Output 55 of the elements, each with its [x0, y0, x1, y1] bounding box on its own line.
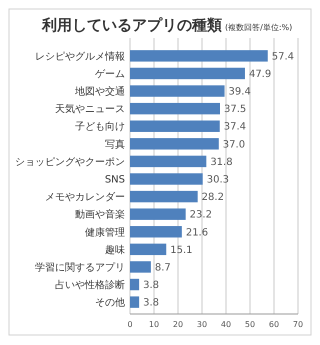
data-label: 3.8: [143, 298, 160, 309]
y-tick-label: その他: [95, 296, 125, 309]
y-tick-label: メモやカレンダー: [45, 191, 125, 204]
y-tick-label: ショッピングやクーポン: [15, 156, 125, 168]
y-tick-label: 写真: [105, 138, 125, 150]
bar: [130, 208, 186, 220]
x-tick-label: 10: [148, 320, 160, 329]
y-tick-label: 占いや性格診断: [55, 279, 125, 292]
bar: [130, 190, 198, 202]
data-label: 8.7: [154, 262, 171, 274]
data-label: 30.3: [206, 174, 229, 186]
data-label: 37.4: [224, 122, 246, 133]
data-label: 37.0: [222, 139, 246, 150]
data-label: 21.6: [186, 227, 208, 238]
bar: [130, 50, 268, 62]
bar: [130, 156, 206, 168]
bar: [130, 173, 203, 185]
x-tick-label: 40: [220, 320, 232, 329]
data-label: 31.8: [210, 156, 233, 168]
x-tick-label: 20: [172, 320, 184, 329]
bar: [130, 226, 182, 238]
x-tick-label: 0: [127, 320, 133, 329]
bar: [130, 138, 219, 150]
y-tick-label: 天気やニュース: [55, 104, 125, 116]
y-tick-label: 地図や交通: [74, 86, 125, 98]
bar: [130, 278, 140, 290]
bar: [130, 261, 151, 273]
x-tick-label: 30: [196, 320, 208, 329]
data-label: 23.2: [190, 210, 212, 221]
data-label: 28.2: [202, 192, 224, 204]
y-tick-label: ゲーム: [95, 68, 125, 80]
data-label: 37.5: [224, 104, 246, 116]
y-tick-label: SNS: [104, 174, 125, 186]
data-label: 47.9: [248, 68, 272, 80]
y-tick-label: 動画や音楽: [75, 208, 125, 221]
bar: [130, 120, 220, 132]
data-label: 39.4: [228, 86, 251, 98]
x-tick-label: 50: [244, 320, 256, 329]
bar: [130, 102, 220, 114]
y-tick-label: 趣味: [105, 244, 125, 256]
bar: [130, 85, 225, 97]
y-tick-label: 子ども向け: [75, 120, 125, 133]
y-tick-label: 学習に関するアプリ: [35, 261, 125, 274]
data-label: 3.8: [143, 280, 160, 292]
x-tick-label: 60: [268, 320, 280, 329]
bar: [130, 296, 140, 308]
y-tick-label: 健康管理: [85, 226, 125, 238]
data-label: 57.4: [272, 51, 294, 62]
chart-subtitle: (複数回答/単位:%): [225, 23, 292, 32]
y-tick-label: レシピやグルメ情報: [35, 50, 125, 62]
bar: [130, 244, 166, 256]
bar: [130, 68, 245, 80]
chart-title: 利用しているアプリの種類: [41, 16, 222, 34]
x-tick-label: 70: [292, 320, 304, 329]
data-label: 15.1: [170, 244, 193, 256]
